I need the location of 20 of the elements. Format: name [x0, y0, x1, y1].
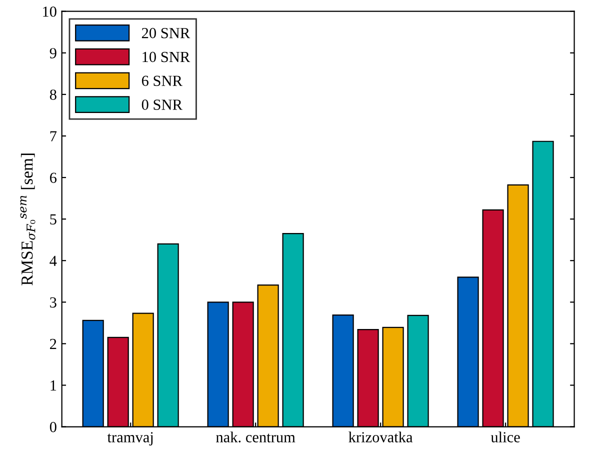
x-tick-label: krizovatka [348, 432, 413, 442]
y-tick-label: 3 [50, 297, 56, 308]
y-tick-label: 6 [50, 172, 57, 183]
y-axis-title: RMSE$_{σF₀}$$^{sem}$ [sem] [20, 154, 36, 286]
legend-label: 10 SNR [142, 52, 190, 62]
x-tick-label: tramvaj [107, 432, 153, 446]
y-tick-label: 4 [50, 256, 57, 266]
x-tick-label: nak. centrum [216, 432, 296, 442]
y-tick-label: 8 [50, 90, 56, 100]
y-tick-label: 0 [50, 422, 56, 432]
y-tick-label: 10 [43, 6, 56, 17]
legend-label: 20 SNR [142, 28, 190, 38]
y-tick-label: 2 [50, 338, 56, 349]
y-tick-label: 9 [50, 48, 56, 58]
legend-label: 6 SNR [142, 76, 182, 86]
legend-label: 0 SNR [142, 100, 182, 110]
y-tick-label: 7 [50, 131, 57, 142]
y-tick-label: 1 [50, 380, 56, 391]
x-tick-label: ulice [490, 432, 520, 442]
y-tick-label: 5 [50, 214, 56, 225]
